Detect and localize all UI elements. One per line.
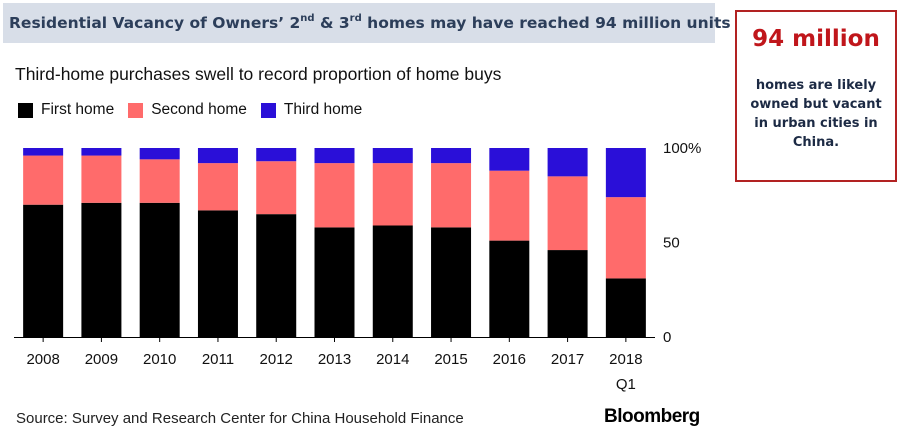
bar-third-home-2018 <box>605 148 646 198</box>
bar-first-home-2014 <box>372 225 413 337</box>
x-tick-sublabel: Q1 <box>616 376 636 393</box>
legend-swatch-first-home <box>18 102 33 118</box>
bar-third-home-2012 <box>256 148 297 162</box>
bar-first-home-2010 <box>139 202 180 337</box>
bar-first-home-2013 <box>314 227 355 337</box>
source-note: Source: Survey and Research Center for C… <box>16 410 464 427</box>
bar-third-home-2017 <box>547 148 588 177</box>
bar-second-home-2012 <box>256 161 297 215</box>
legend-item-third-home: Third home <box>260 101 363 119</box>
bar-first-home-2012 <box>256 214 297 337</box>
bar-second-home-2009 <box>81 155 122 203</box>
legend-label-second-home: Second home <box>151 101 247 118</box>
legend-label-third-home: Third home <box>283 101 363 118</box>
bar-second-home-2017 <box>547 176 588 251</box>
bar-third-home-2008 <box>23 148 64 156</box>
bar-third-home-2009 <box>81 148 122 156</box>
x-tick-label: 2014 <box>376 351 409 368</box>
chart-legend: First home Second home Third home <box>18 101 376 119</box>
bar-second-home-2013 <box>314 163 355 228</box>
legend-label-first-home: First home <box>41 101 115 118</box>
x-tick-label: 2015 <box>434 351 467 368</box>
header-banner: Residential Vacancy of Owners’ 2nd & 3rd… <box>3 3 731 43</box>
bar-first-home-2016 <box>489 240 530 337</box>
banner-text-part2: & 3 <box>314 14 350 32</box>
banner-sup-rd: rd <box>349 12 362 24</box>
legend-item-second-home: Second home <box>128 101 247 119</box>
callout-box: 94 million homes are likely owned but va… <box>735 10 897 182</box>
x-tick-label: 2018 <box>609 351 642 368</box>
bar-second-home-2011 <box>197 163 238 211</box>
bar-first-home-2018 <box>605 278 646 337</box>
x-tick-label: 2016 <box>493 351 526 368</box>
bar-first-home-2015 <box>431 227 472 337</box>
bar-third-home-2010 <box>139 148 180 160</box>
x-tick-label: 2017 <box>551 351 584 368</box>
bar-second-home-2010 <box>139 159 180 203</box>
bloomberg-logo: Bloomberg <box>604 406 700 427</box>
callout-body: homes are likely owned but vacant in urb… <box>750 78 882 150</box>
legend-swatch-second-home <box>128 102 144 118</box>
bar-third-home-2015 <box>431 148 472 164</box>
bar-first-home-2009 <box>81 202 122 337</box>
bar-third-home-2014 <box>372 148 413 164</box>
y-tick-label: 50 <box>663 235 680 252</box>
banner-text: Residential Vacancy of Owners’ 2nd & 3rd… <box>9 12 731 32</box>
legend-swatch-third-home <box>260 102 276 118</box>
x-tick-label: 2013 <box>318 351 351 368</box>
legend-item-first-home: First home <box>18 101 114 119</box>
x-tick-label: 2009 <box>85 351 118 368</box>
x-tick-label: 2010 <box>143 351 176 368</box>
bar-first-home-2017 <box>547 250 588 337</box>
y-tick-label: 100% <box>663 140 701 157</box>
bar-second-home-2008 <box>23 155 64 205</box>
bar-third-home-2013 <box>314 148 355 164</box>
bar-second-home-2016 <box>489 170 530 241</box>
bar-first-home-2008 <box>23 204 64 337</box>
x-tick-label: 2011 <box>202 351 234 368</box>
banner-text-part3: homes may have reached 94 million units <box>361 14 731 32</box>
bar-first-home-2011 <box>197 210 238 337</box>
bar-third-home-2016 <box>489 148 530 171</box>
chart-title: Third-home purchases swell to record pro… <box>15 64 502 84</box>
x-tick-label: 2012 <box>260 351 293 368</box>
bar-second-home-2015 <box>431 163 472 228</box>
bar-second-home-2014 <box>372 163 413 226</box>
banner-sup-nd: nd <box>300 12 315 24</box>
stacked-bar-chart: 2008 2009 2010 2011 2012 2013 2014 2015 2016 2017… <box>14 140 701 393</box>
banner-text-part1: Residential Vacancy of Owners’ 2 <box>9 14 301 32</box>
callout-headline: 94 million <box>752 26 880 52</box>
bar-third-home-2011 <box>197 148 238 164</box>
x-tick-label: 2008 <box>26 351 59 368</box>
y-tick-label: 0 <box>663 329 671 346</box>
bar-second-home-2018 <box>605 197 646 279</box>
